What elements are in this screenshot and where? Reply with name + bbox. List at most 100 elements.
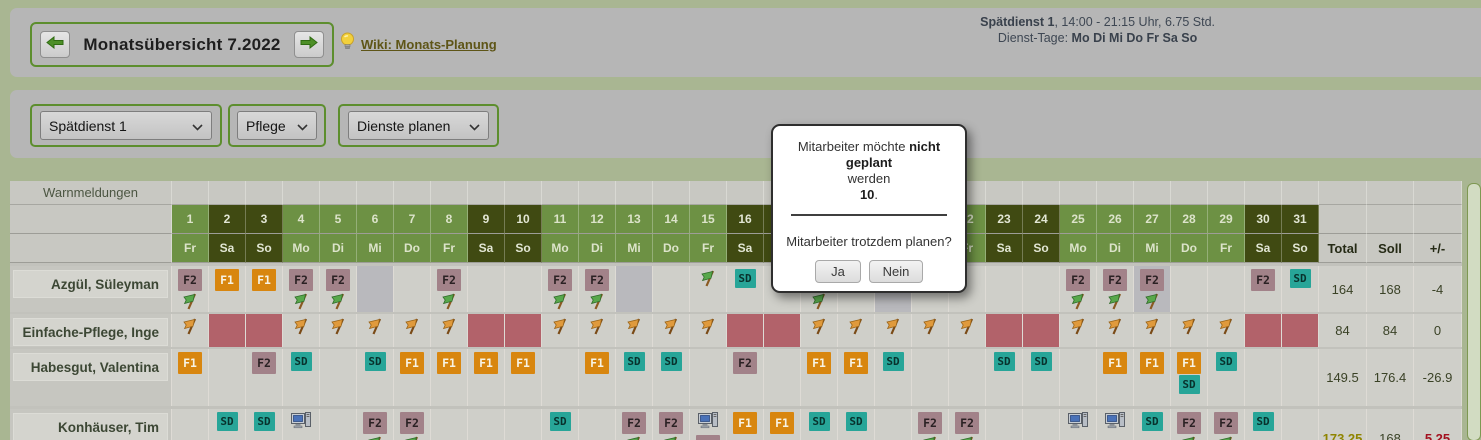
day-name-header[interactable]: Di — [1097, 234, 1134, 263]
day-cell[interactable] — [1134, 314, 1171, 347]
day-cell[interactable]: F2 — [542, 266, 579, 312]
day-cell[interactable] — [616, 266, 653, 312]
day-cell[interactable]: F2 — [394, 409, 431, 440]
day-number-header[interactable]: 29 — [1208, 205, 1245, 234]
employee-name[interactable]: Habesgut, Valentina — [13, 353, 168, 381]
day-cell[interactable]: F1 — [727, 409, 764, 440]
day-number-header[interactable]: 15 — [690, 205, 727, 234]
day-cell[interactable]: F2 — [1208, 409, 1245, 440]
day-cell[interactable] — [357, 266, 394, 312]
day-cell[interactable] — [505, 266, 542, 312]
day-cell[interactable]: F2 — [616, 409, 653, 440]
day-number-header[interactable]: 12 — [579, 205, 616, 234]
day-cell[interactable] — [949, 314, 986, 347]
day-cell[interactable]: F2 — [320, 266, 357, 312]
day-cell[interactable]: F2 — [172, 266, 209, 312]
day-cell[interactable] — [875, 314, 912, 347]
day-number-header[interactable]: 6 — [357, 205, 394, 234]
day-cell[interactable]: F2 — [1171, 409, 1208, 440]
day-number-header[interactable]: 23 — [986, 205, 1023, 234]
day-cell[interactable] — [579, 314, 616, 347]
day-cell[interactable] — [283, 409, 320, 440]
day-cell[interactable]: F2 — [690, 409, 727, 440]
day-cell[interactable]: F1 — [505, 349, 542, 406]
day-name-header[interactable]: Sa — [1245, 234, 1282, 263]
day-cell[interactable]: F1 — [801, 349, 838, 406]
day-number-header[interactable]: 9 — [468, 205, 505, 234]
day-cell[interactable]: F2 — [579, 266, 616, 312]
day-name-header[interactable]: Mo — [542, 234, 579, 263]
day-number-header[interactable]: 2 — [209, 205, 246, 234]
day-name-header[interactable]: Sa — [468, 234, 505, 263]
day-cell[interactable] — [468, 266, 505, 312]
day-number-header[interactable]: 14 — [653, 205, 690, 234]
day-cell[interactable] — [1060, 349, 1097, 406]
day-cell[interactable]: SD — [801, 409, 838, 440]
day-cell[interactable] — [1245, 349, 1282, 406]
day-cell[interactable] — [579, 409, 616, 440]
day-cell[interactable]: SD — [1208, 349, 1245, 406]
day-cell[interactable] — [431, 409, 468, 440]
day-number-header[interactable]: 25 — [1060, 205, 1097, 234]
day-number-header[interactable]: 24 — [1023, 205, 1060, 234]
day-number-header[interactable]: 28 — [1171, 205, 1208, 234]
day-cell[interactable]: F1 — [172, 349, 209, 406]
day-cell[interactable]: SD — [542, 409, 579, 440]
day-number-header[interactable]: 26 — [1097, 205, 1134, 234]
day-cell[interactable] — [949, 349, 986, 406]
day-number-header[interactable]: 7 — [394, 205, 431, 234]
day-cell[interactable]: F2 — [949, 409, 986, 440]
no-button[interactable]: Nein — [869, 260, 923, 283]
day-cell[interactable] — [246, 314, 283, 347]
group-select[interactable]: Pflege — [237, 111, 317, 140]
day-cell[interactable] — [542, 349, 579, 406]
day-cell[interactable] — [801, 314, 838, 347]
day-cell[interactable] — [431, 314, 468, 347]
day-cell[interactable]: SD — [986, 349, 1023, 406]
day-cell[interactable] — [505, 314, 542, 347]
day-cell[interactable] — [1282, 314, 1319, 347]
day-cell[interactable] — [912, 349, 949, 406]
day-cell[interactable]: SD — [246, 409, 283, 440]
day-cell[interactable] — [357, 314, 394, 347]
day-cell[interactable] — [986, 266, 1023, 312]
day-cell[interactable]: F1 — [838, 349, 875, 406]
day-name-header[interactable]: So — [246, 234, 283, 263]
employee-name[interactable]: Einfache-Pflege, Inge — [13, 318, 168, 346]
day-cell[interactable]: F2 — [1134, 266, 1171, 312]
day-cell[interactable] — [838, 314, 875, 347]
day-number-header[interactable]: 13 — [616, 205, 653, 234]
day-number-header[interactable]: 30 — [1245, 205, 1282, 234]
day-cell[interactable]: F2 — [1245, 266, 1282, 312]
day-cell[interactable] — [616, 314, 653, 347]
day-cell[interactable]: F1 — [579, 349, 616, 406]
day-cell[interactable] — [1060, 314, 1097, 347]
day-cell[interactable] — [727, 314, 764, 347]
day-cell[interactable] — [912, 314, 949, 347]
day-cell[interactable]: F1 — [1134, 349, 1171, 406]
day-cell[interactable] — [690, 314, 727, 347]
day-cell[interactable]: SD — [209, 409, 246, 440]
day-name-header[interactable]: Sa — [209, 234, 246, 263]
day-cell[interactable]: F1 — [1097, 349, 1134, 406]
day-name-header[interactable]: Mo — [1060, 234, 1097, 263]
day-number-header[interactable]: 31 — [1282, 205, 1319, 234]
day-cell[interactable] — [1282, 349, 1319, 406]
day-cell[interactable] — [875, 409, 912, 440]
day-cell[interactable] — [394, 314, 431, 347]
day-cell[interactable]: F2 — [727, 349, 764, 406]
day-name-header[interactable]: So — [1282, 234, 1319, 263]
day-name-header[interactable]: Mi — [1134, 234, 1171, 263]
shift-select[interactable]: Spätdienst 1 — [40, 111, 212, 140]
day-name-header[interactable]: Mo — [283, 234, 320, 263]
day-cell[interactable] — [320, 314, 357, 347]
day-number-header[interactable]: 5 — [320, 205, 357, 234]
day-cell[interactable] — [283, 314, 320, 347]
day-cell[interactable]: SD — [1282, 266, 1319, 312]
day-name-header[interactable]: Fr — [172, 234, 209, 263]
day-cell[interactable] — [1097, 409, 1134, 440]
vertical-scrollbar[interactable] — [1467, 183, 1481, 440]
day-cell[interactable] — [542, 314, 579, 347]
day-cell[interactable]: F1 — [209, 266, 246, 312]
day-cell[interactable]: F2 — [357, 409, 394, 440]
